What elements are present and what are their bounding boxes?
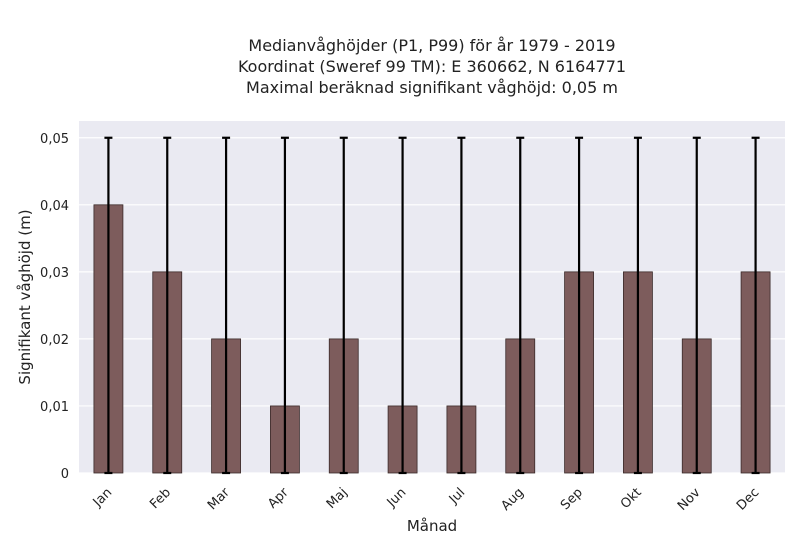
error-bars: [104, 136, 760, 475]
error-bar-jul: [457, 136, 466, 475]
x-tick-label-jul: Jul: [446, 485, 468, 507]
error-bar-apr: [280, 136, 289, 475]
x-axis-label: Månad: [407, 517, 457, 535]
y-tick-label: 0,04: [40, 199, 69, 214]
x-tick-label-dec: Dec: [734, 485, 762, 513]
error-bar-jan: [104, 136, 113, 475]
chart-title-line: Koordinat (Sweref 99 TM): E 360662, N 61…: [238, 57, 626, 76]
error-bar-mar: [222, 136, 231, 475]
x-tick-label-maj: Maj: [324, 485, 351, 512]
y-axis-ticks: 0 0,01 0,02 0,03 0,04 0,05: [40, 132, 69, 482]
x-tick-label-sep: Sep: [558, 485, 586, 513]
x-tick-label-nov: Nov: [675, 485, 704, 514]
error-bar-aug: [516, 136, 525, 475]
y-axis-label: Signifikant våghöjd (m): [16, 209, 34, 384]
error-bar-jun: [398, 136, 407, 475]
x-tick-label-okt: Okt: [618, 485, 645, 512]
y-tick-label: 0,02: [40, 333, 69, 348]
x-axis-ticks: Jan Feb Mar Apr Maj Jun Jul Aug Sep Okt Nov Dec: [90, 485, 763, 514]
error-bar-sep: [575, 136, 584, 475]
plot-area: [79, 121, 785, 473]
y-tick-label: 0,03: [40, 266, 69, 281]
error-bar-nov: [692, 136, 701, 475]
error-bar-feb: [163, 136, 172, 475]
error-bar-okt: [633, 136, 642, 475]
chart-title-line: Maximal beräknad signifikant våghöjd: 0,…: [246, 78, 618, 97]
x-tick-label-feb: Feb: [147, 485, 174, 512]
x-tick-label-jan: Jan: [90, 485, 115, 510]
y-tick-label: 0,01: [40, 400, 69, 415]
chart-title: Medianvåghöjder (P1, P99) för år 1979 - …: [238, 36, 626, 97]
y-tick-label: 0,05: [40, 132, 69, 147]
x-tick-label-aug: Aug: [499, 485, 528, 514]
error-bar-dec: [751, 136, 760, 475]
x-tick-label-mar: Mar: [205, 485, 233, 513]
grid-lines: [79, 137, 785, 474]
y-tick-label: 0: [61, 467, 69, 482]
chart-title-line: Medianvåghöjder (P1, P99) för år 1979 - …: [248, 36, 615, 55]
x-tick-label-apr: Apr: [265, 485, 292, 512]
x-tick-label-jun: Jun: [384, 485, 410, 511]
error-bar-maj: [339, 136, 348, 475]
